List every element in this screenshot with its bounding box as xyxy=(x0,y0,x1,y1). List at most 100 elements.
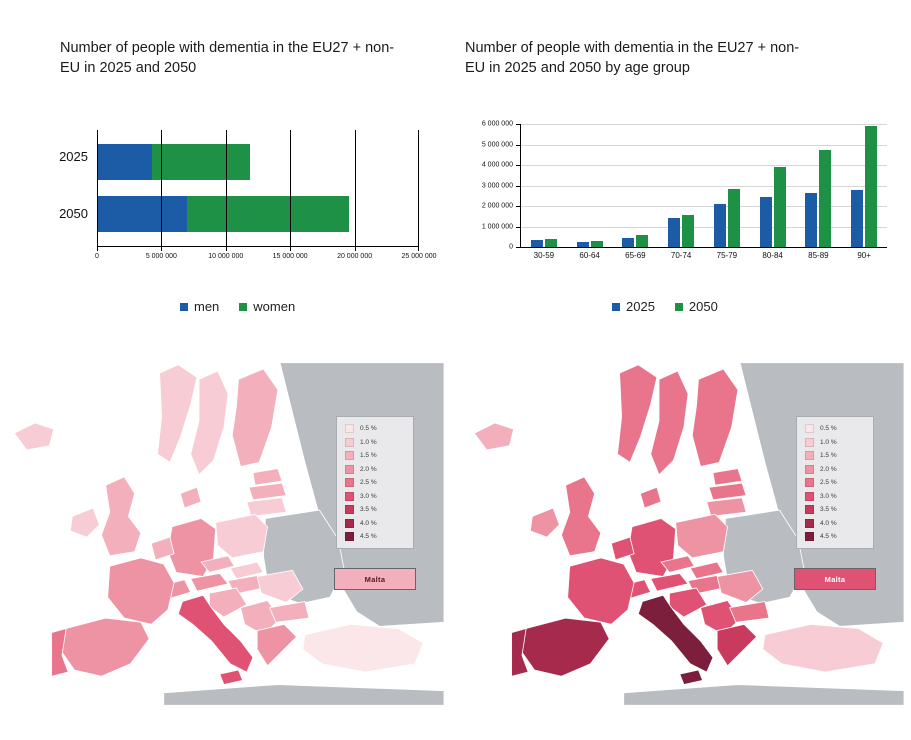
legend-swatch xyxy=(239,302,248,311)
x-tickmark xyxy=(290,247,292,251)
age-group-75-79: 75-79 xyxy=(704,124,750,260)
country-finland xyxy=(231,368,279,468)
country-finland xyxy=(691,368,739,468)
country-benelux xyxy=(150,536,175,561)
legend-value-label: 2.5 % xyxy=(360,479,377,486)
grouped-bar-plot: 0 1 000 000 2 000 000 3 000 000 4 000 000 5 0… xyxy=(482,121,887,260)
country-denmark xyxy=(639,486,662,509)
age-group-70-74: 70-74 xyxy=(658,124,704,260)
x-tickmark xyxy=(161,247,163,251)
legend-swatch xyxy=(345,437,354,447)
y-tick-label: 3 000 000 xyxy=(481,182,513,189)
legend-value-label: 3.5 % xyxy=(820,506,837,513)
legend-swatch xyxy=(345,451,354,460)
legend-swatch xyxy=(805,518,814,528)
chart-title-age-groups: Number of people with dementia in the EU… xyxy=(465,40,800,77)
legend-row: 4.5 % xyxy=(345,532,405,541)
legend-swatch xyxy=(345,478,354,487)
country-portugal xyxy=(511,627,529,677)
country-iceland xyxy=(13,422,55,451)
country-romania xyxy=(256,569,304,603)
legend-swatch xyxy=(805,451,814,460)
country-austria xyxy=(650,572,689,592)
category-label-2050: 2050 xyxy=(59,206,88,221)
y-gridline xyxy=(521,226,887,228)
legend-item-2050: 2050 xyxy=(674,299,718,314)
bar-30-59-2025 xyxy=(530,239,543,247)
legend-row: 1.0 % xyxy=(805,437,865,447)
choropleth-map-2050: 0.5 % 1.0 % 1.5 % 2.0 % 2.5 % 3.0 % 3.5 % 4.0 %… xyxy=(468,360,904,708)
country-romania xyxy=(716,569,764,603)
legend-value-label: 2.0 % xyxy=(820,465,837,473)
legend-value-label: 3.5 % xyxy=(360,506,377,513)
x-axis-label: 90+ xyxy=(857,251,871,260)
x-axis-label: 30-59 xyxy=(533,251,555,260)
legend-swatch xyxy=(345,518,354,528)
legend-row: 1.5 % xyxy=(345,451,405,460)
x-axis-label: 85-89 xyxy=(808,251,829,260)
y-tickmark xyxy=(516,144,521,146)
legend-row: 1.0 % xyxy=(345,437,405,447)
legend-value-label: 0.5 % xyxy=(820,425,837,432)
x-tick-label: 5 000 000 xyxy=(145,253,177,260)
category-label-2025: 2025 xyxy=(59,149,88,164)
legend-swatch xyxy=(674,302,683,311)
legend-value-label: 4.5 % xyxy=(820,533,837,540)
legend-value-label: 2.0 % xyxy=(360,465,377,473)
legend-value-label: 3.0 % xyxy=(360,492,377,500)
country-norway xyxy=(617,364,658,463)
legend-item-men: men xyxy=(180,299,219,314)
y-tick-label: 5 000 000 xyxy=(481,141,513,148)
country-sweden xyxy=(650,370,689,476)
bar-60-64-2025 xyxy=(576,241,589,247)
legend-value-label: 1.0 % xyxy=(360,438,377,446)
x-tickmark xyxy=(418,247,419,251)
legend-value-label: 4.0 % xyxy=(820,519,837,527)
legend-value-label: 4.0 % xyxy=(360,519,377,527)
bar-85-89-2025 xyxy=(805,192,818,247)
legend-years: 2025 2050 xyxy=(612,299,718,314)
x-gridline xyxy=(161,130,163,246)
x-gridline xyxy=(290,130,292,246)
country-estonia xyxy=(252,468,283,486)
country-bulgaria xyxy=(729,601,770,623)
legend-row: 4.0 % xyxy=(345,518,405,528)
legend-row: 2.5 % xyxy=(805,478,865,487)
country-france xyxy=(107,557,175,625)
country-poland xyxy=(675,513,728,559)
y-tick-label: 2 000 000 xyxy=(481,202,513,210)
x-tick-label: 25 000 000 xyxy=(401,253,437,260)
country-france xyxy=(567,557,635,625)
legend-label: men xyxy=(194,299,220,314)
legend-swatch xyxy=(805,532,814,541)
map-2050-malta-inset: Malta xyxy=(794,568,876,590)
x-tick-label: 15 000 000 xyxy=(272,253,308,260)
x-tick-label: 20 000 000 xyxy=(337,253,373,260)
x-tickmark xyxy=(354,247,356,251)
x-gridline xyxy=(225,130,227,246)
country-estonia xyxy=(712,468,743,486)
age-group-90+: 90+ xyxy=(841,124,887,260)
bar-90+-2050 xyxy=(865,126,878,247)
x-axis-label: 80-84 xyxy=(762,251,783,260)
legend-swatch xyxy=(805,505,814,514)
age-group-65-69: 65-69 xyxy=(613,124,659,260)
y-tickmark xyxy=(516,185,521,187)
legend-row: 0.5 % xyxy=(345,424,405,433)
x-gridline xyxy=(418,130,419,246)
legend-swatch xyxy=(345,532,354,541)
legend-row: 1.5 % xyxy=(805,451,865,460)
bar-groups: 30-59 60-64 65-69 70-74 75-79 80-84 85-89 90+ xyxy=(521,124,887,260)
country-italy xyxy=(637,594,714,673)
bar-70-74-2025 xyxy=(668,218,681,247)
country-spain xyxy=(59,617,150,677)
legend-value-label: 1.0 % xyxy=(820,438,837,446)
legend-swatch xyxy=(805,478,814,487)
country-turkey xyxy=(762,623,884,673)
bar-75-79-2025 xyxy=(713,203,726,247)
bar-30-59-2050 xyxy=(544,238,557,247)
legend-label: women xyxy=(253,299,296,314)
legend-swatch xyxy=(612,302,620,311)
legend-swatch xyxy=(345,464,354,474)
chart-title-total: Number of people with dementia in the EU… xyxy=(60,40,395,77)
